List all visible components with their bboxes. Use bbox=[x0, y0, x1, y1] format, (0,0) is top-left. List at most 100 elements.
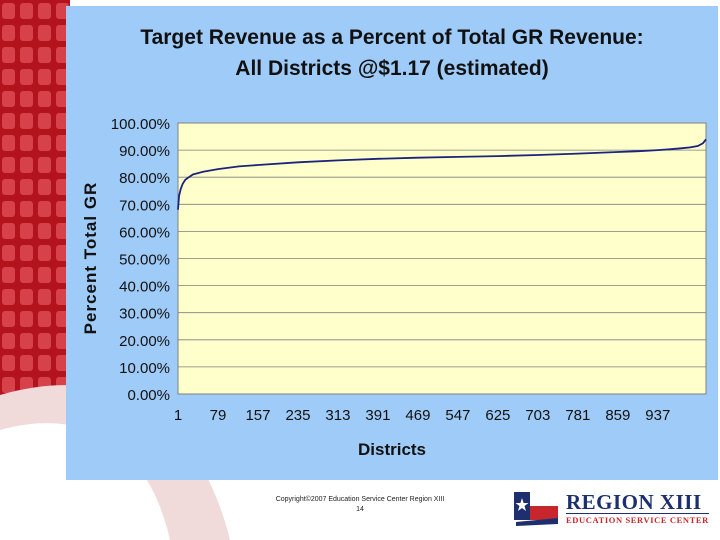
background-tile bbox=[38, 135, 51, 151]
region-xiii-logo: REGION XIII EDUCATION SERVICE CENTER bbox=[514, 488, 718, 528]
background-tile bbox=[2, 311, 15, 327]
background-swoosh-inner bbox=[0, 423, 170, 540]
background-tile bbox=[20, 47, 33, 63]
chart-title: Target Revenue as a Percent of Total GR … bbox=[66, 22, 718, 84]
y-tick-label: 40.00% bbox=[119, 279, 170, 296]
y-tick-label: 10.00% bbox=[119, 360, 170, 377]
x-tick-label: 937 bbox=[645, 407, 670, 424]
x-axis-label: Districts bbox=[357, 440, 427, 459]
background-tile bbox=[56, 25, 69, 41]
background-tile bbox=[20, 355, 33, 371]
background-tile bbox=[38, 355, 51, 371]
background-tile bbox=[2, 179, 15, 195]
background-tile bbox=[20, 69, 33, 85]
background-tile bbox=[56, 245, 69, 261]
x-tick-label: 1 bbox=[174, 407, 182, 424]
background-tile bbox=[38, 179, 51, 195]
logo-name: REGION XIII bbox=[566, 490, 702, 514]
x-tick-label: 781 bbox=[565, 407, 590, 424]
line-chart: 100.00% 90.00% 80.00% 70.00% 60.00% 50.00% 40.… bbox=[111, 116, 707, 424]
background-tile bbox=[2, 201, 15, 217]
logo-subtitle: EDUCATION SERVICE CENTER bbox=[566, 513, 709, 525]
background-tile bbox=[20, 113, 33, 129]
background-tile bbox=[20, 157, 33, 173]
background-tile bbox=[56, 333, 69, 349]
background-tile bbox=[38, 113, 51, 129]
background-tile bbox=[56, 201, 69, 217]
background-tile bbox=[20, 267, 33, 283]
background-tile bbox=[38, 289, 51, 305]
background-tile bbox=[20, 223, 33, 239]
x-tick-label: 547 bbox=[445, 407, 470, 424]
y-tick-label: 80.00% bbox=[119, 170, 170, 187]
chart-title-line2: All Districts @$1.17 (estimated) bbox=[235, 57, 549, 80]
background-tile bbox=[20, 25, 33, 41]
y-tick-label: 20.00% bbox=[119, 333, 170, 350]
copyright-text: Copyright©2007 Education Service Center … bbox=[275, 496, 445, 503]
background-tile bbox=[56, 267, 69, 283]
background-tile bbox=[2, 245, 15, 261]
page-number: 14 bbox=[356, 506, 364, 513]
background-tile bbox=[2, 25, 15, 41]
x-tick-label: 391 bbox=[365, 407, 390, 424]
background-tile bbox=[56, 157, 69, 173]
footer-copyright: Copyright©2007 Education Service Center … bbox=[200, 495, 520, 515]
y-tick-label: 60.00% bbox=[119, 224, 170, 241]
y-axis-label: Percent Total GR bbox=[81, 181, 100, 335]
background-tile bbox=[56, 3, 69, 19]
background-tile bbox=[2, 377, 15, 393]
x-tick-label: 157 bbox=[245, 407, 270, 424]
background-tile bbox=[2, 135, 15, 151]
texas-flag-icon bbox=[514, 492, 558, 526]
background-tile bbox=[20, 333, 33, 349]
background-tile bbox=[56, 179, 69, 195]
y-tick-label: 50.00% bbox=[119, 252, 170, 269]
background-tile bbox=[56, 223, 69, 239]
background-tile bbox=[56, 113, 69, 129]
y-tick-label: 30.00% bbox=[119, 306, 170, 323]
background-tile bbox=[20, 179, 33, 195]
background-tile bbox=[2, 47, 15, 63]
background-tile bbox=[2, 267, 15, 283]
x-tick-label: 703 bbox=[525, 407, 550, 424]
background-tile bbox=[56, 289, 69, 305]
chart-title-line1: Target Revenue as a Percent of Total GR … bbox=[140, 26, 644, 49]
background-tile bbox=[38, 245, 51, 261]
background-tile bbox=[38, 157, 51, 173]
y-tick-label: 0.00% bbox=[127, 387, 170, 404]
background-tile bbox=[20, 245, 33, 261]
background-tile bbox=[56, 311, 69, 327]
background-tile bbox=[56, 355, 69, 371]
background-tile bbox=[38, 91, 51, 107]
background-tile bbox=[2, 223, 15, 239]
x-tick-label: 469 bbox=[405, 407, 430, 424]
background-tile bbox=[2, 69, 15, 85]
background-tile bbox=[38, 69, 51, 85]
y-tick-label: 100.00% bbox=[111, 116, 170, 133]
background-tile bbox=[38, 267, 51, 283]
x-tick-label: 79 bbox=[210, 407, 227, 424]
background-tile bbox=[38, 47, 51, 63]
background-tile bbox=[38, 25, 51, 41]
x-tick-label: 313 bbox=[325, 407, 350, 424]
background-tile bbox=[20, 91, 33, 107]
background-tile bbox=[2, 355, 15, 371]
background-tile bbox=[20, 135, 33, 151]
y-tick-label: 70.00% bbox=[119, 197, 170, 214]
series-line bbox=[177, 138, 707, 210]
background-tile bbox=[56, 91, 69, 107]
background-tile bbox=[2, 333, 15, 349]
x-tick-label: 235 bbox=[285, 407, 310, 424]
background-tile bbox=[56, 135, 69, 151]
background-tile bbox=[38, 333, 51, 349]
background-tile bbox=[2, 3, 15, 19]
background-tile bbox=[56, 69, 69, 85]
background-tile bbox=[20, 289, 33, 305]
background-tile bbox=[38, 3, 51, 19]
background-tile bbox=[2, 91, 15, 107]
background-tile bbox=[20, 3, 33, 19]
background-tile bbox=[56, 47, 69, 63]
background-tile bbox=[38, 311, 51, 327]
background-tile bbox=[38, 223, 51, 239]
background-tile bbox=[38, 201, 51, 217]
